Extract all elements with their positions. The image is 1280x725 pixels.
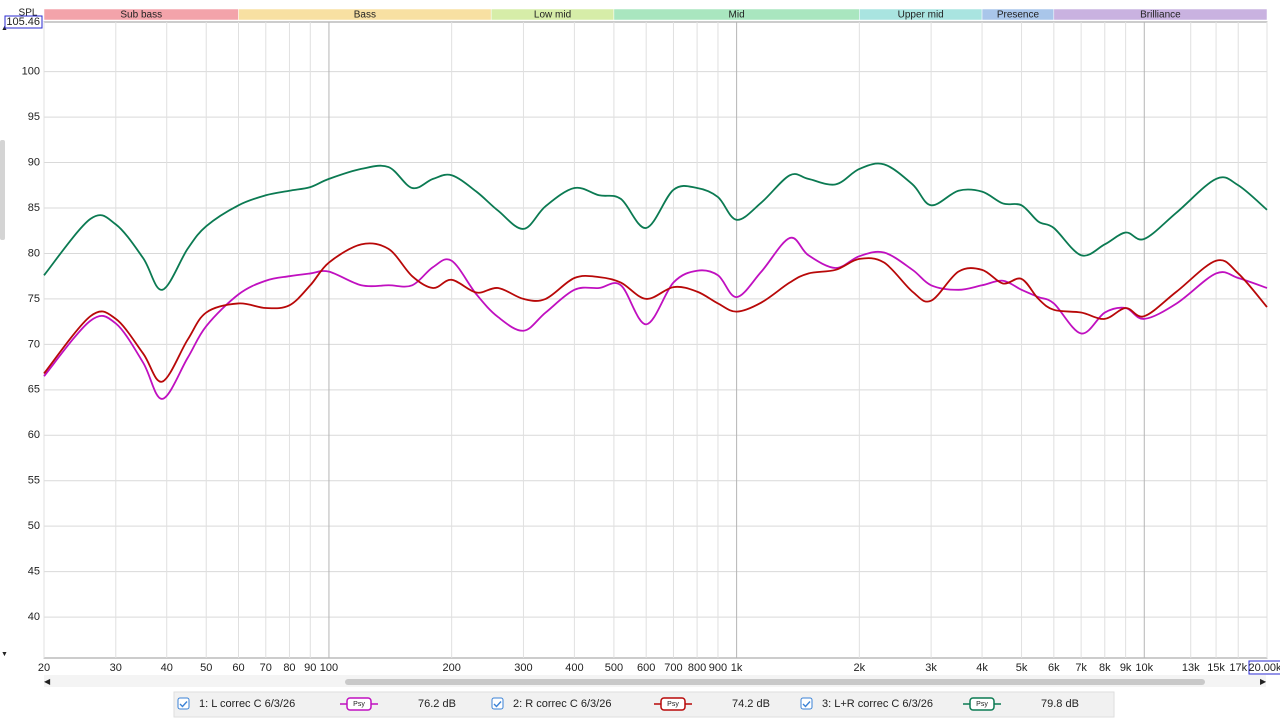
legend-psy-label: Psy [976, 701, 988, 708]
x-tick-label: 9k [1120, 662, 1132, 674]
y-tick-label: 45 [28, 566, 40, 578]
y-tick-label: 65 [28, 384, 40, 396]
x-tick-label: 13k [1182, 662, 1200, 674]
x-tick-label: 1k [731, 662, 743, 674]
y-axis-label: SPL [19, 8, 38, 19]
x-tick-label: 90 [304, 662, 316, 674]
scroll-left[interactable]: ◀ [44, 677, 51, 686]
band-label: Presence [997, 10, 1040, 21]
y-limit-box [4, 15, 43, 29]
legend-psy-box [660, 697, 686, 711]
y-tick-label: 100 [22, 66, 40, 78]
legend-level: 74.2 dB [732, 698, 770, 710]
scroll-right[interactable]: ▶ [1260, 677, 1267, 686]
scroll-up[interactable]: ▲ [1, 25, 8, 32]
x-tick-label: 10k [1135, 662, 1153, 674]
x-tick-label: 2k [854, 662, 866, 674]
x-tick-label: 400 [565, 662, 583, 674]
x-tick-label: 700 [664, 662, 682, 674]
legend-level: 76.2 dB [418, 698, 456, 710]
band-label: Sub bass [120, 10, 162, 21]
series-line [43, 242, 1268, 383]
x-tick-label: 60 [232, 662, 244, 674]
scroll-thumb[interactable] [345, 679, 1205, 685]
x-tick-label: 70 [260, 662, 272, 674]
x-tick-label: 15k [1207, 662, 1225, 674]
legend-name: 3: L+R correc C 6/3/26 [822, 698, 933, 710]
plot-area [43, 21, 1268, 659]
x-tick-label: 200 [442, 662, 460, 674]
legend-checkbox[interactable] [800, 697, 813, 710]
x-tick-label: 900 [709, 662, 727, 674]
legend-psy-box [346, 697, 372, 711]
side-scrollbar[interactable] [0, 140, 5, 240]
x-tick-label: 500 [605, 662, 623, 674]
x-tick-label: 20 [38, 662, 50, 674]
x-tick-label: 4k [976, 662, 988, 674]
series-line [43, 236, 1268, 400]
legend-psy-label: Psy [353, 701, 365, 708]
y-tick-label: 90 [28, 156, 40, 168]
x-tick-label: 40 [161, 662, 173, 674]
x-tick-label: 100 [320, 662, 338, 674]
band-label: Low mid [534, 10, 571, 21]
legend-psy-box [969, 697, 995, 711]
x-tick-label: 600 [637, 662, 655, 674]
x-tick-label: 7k [1075, 662, 1087, 674]
band [1053, 8, 1268, 21]
plot: Sub bass Bass Low mid Mid Upper mid Presence B… [4, 8, 1280, 675]
legend-checkbox[interactable] [491, 697, 504, 710]
y-tick-label: 95 [28, 111, 40, 123]
legend-name: 2: R correc C 6/3/26 [513, 698, 611, 710]
band-label: Mid [729, 10, 745, 21]
scroll-down[interactable]: ▼ [1, 651, 8, 658]
legend-name: 1: L correc C 6/3/26 [199, 698, 295, 710]
x-tick-label: 5k [1016, 662, 1028, 674]
legend-box [173, 691, 1115, 718]
x-tick-label: 300 [514, 662, 532, 674]
legend-checkmark [179, 701, 188, 708]
legend-checkmark [802, 701, 811, 708]
x-tick-label: 30 [110, 662, 122, 674]
x-tick-label: 6k [1048, 662, 1060, 674]
legend-checkbox[interactable] [177, 697, 190, 710]
x-tick-label: 20.00k [1248, 662, 1280, 674]
x-tick-label: 17k [1229, 662, 1247, 674]
x-tick-label: 800 [688, 662, 706, 674]
legend-checkmark [493, 701, 502, 708]
band-label: Upper mid [898, 10, 944, 21]
x-tick-label: 80 [283, 662, 295, 674]
legend-level: 79.8 dB [1041, 698, 1079, 710]
y-tick-label: 70 [28, 338, 40, 350]
y-tick-label: 85 [28, 202, 40, 214]
y-tick-label: 80 [28, 247, 40, 259]
x-tick-label: 50 [200, 662, 212, 674]
legend-psy-label: Psy [667, 701, 679, 708]
x-tick-label: 8k [1099, 662, 1111, 674]
series-line [43, 162, 1268, 291]
y-tick-label: 75 [28, 293, 40, 305]
y-tick-label: 50 [28, 520, 40, 532]
x-limit-box [1248, 660, 1280, 675]
y-tick-label: 55 [28, 475, 40, 487]
band-label: Bass [354, 10, 376, 21]
legend: 1: L correc C 6/3/26 Psy 76.2 dB 2: R corre… [177, 697, 1079, 711]
x-tick-label: 3k [925, 662, 937, 674]
y-limit-label: 105.46 [6, 16, 40, 28]
y-tick-label: 40 [28, 611, 40, 623]
band-label: Brilliance [1140, 10, 1181, 21]
y-tick-label: 60 [28, 429, 40, 441]
